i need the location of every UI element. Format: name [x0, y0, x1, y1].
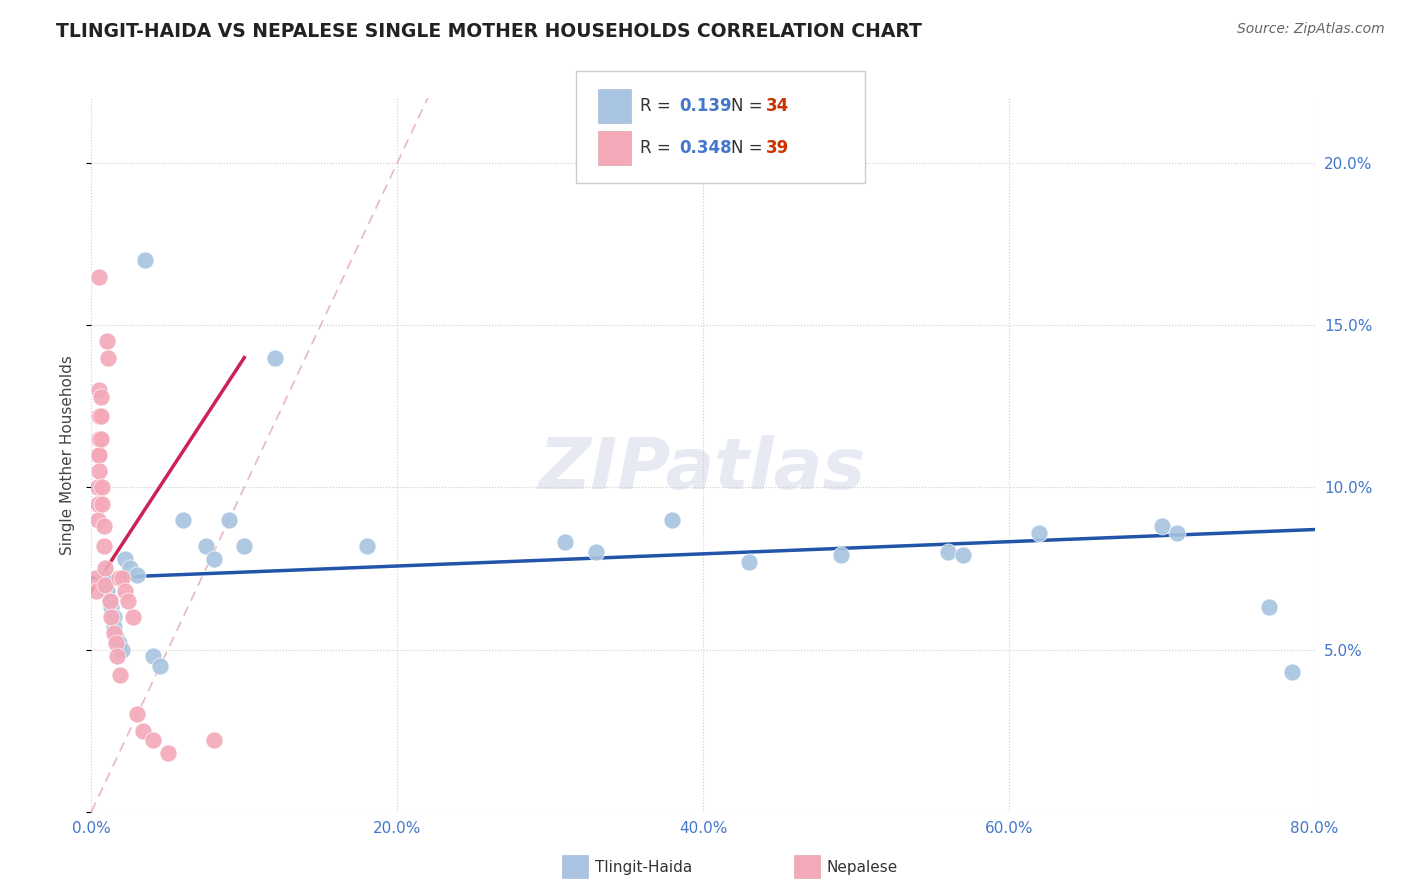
- Text: TLINGIT-HAIDA VS NEPALESE SINGLE MOTHER HOUSEHOLDS CORRELATION CHART: TLINGIT-HAIDA VS NEPALESE SINGLE MOTHER …: [56, 22, 922, 41]
- Text: Source: ZipAtlas.com: Source: ZipAtlas.com: [1237, 22, 1385, 37]
- Point: [202, 733, 225, 747]
- Point: [111, 642, 134, 657]
- Point: [830, 549, 852, 563]
- Point: [86, 513, 108, 527]
- Point: [114, 551, 136, 566]
- Point: [585, 545, 607, 559]
- Point: [103, 610, 125, 624]
- Point: [952, 549, 974, 563]
- Point: [87, 432, 110, 446]
- Point: [121, 610, 143, 624]
- Point: [110, 668, 132, 682]
- Point: [96, 334, 118, 349]
- Point: [356, 539, 378, 553]
- Point: [132, 723, 155, 738]
- Point: [100, 610, 122, 624]
- Point: [91, 497, 114, 511]
- Point: [90, 390, 112, 404]
- Point: [114, 584, 136, 599]
- Point: [661, 513, 683, 527]
- Point: [97, 351, 120, 365]
- Point: [104, 636, 127, 650]
- Point: [100, 600, 122, 615]
- Text: Nepalese: Nepalese: [827, 860, 898, 874]
- Point: [111, 571, 134, 585]
- Point: [86, 448, 108, 462]
- Point: [141, 733, 163, 747]
- Point: [87, 383, 110, 397]
- Point: [738, 555, 761, 569]
- Point: [141, 648, 163, 663]
- Text: 0.348: 0.348: [679, 139, 731, 157]
- Point: [108, 636, 131, 650]
- Point: [86, 480, 108, 494]
- Text: N =: N =: [731, 139, 768, 157]
- Point: [84, 571, 107, 585]
- Point: [1257, 600, 1279, 615]
- Text: 0.139: 0.139: [679, 97, 731, 115]
- Text: 34: 34: [766, 97, 790, 115]
- Point: [118, 561, 141, 575]
- Text: N =: N =: [731, 97, 768, 115]
- Point: [93, 571, 115, 585]
- Point: [149, 658, 172, 673]
- Point: [86, 497, 108, 511]
- Text: ZIPatlas: ZIPatlas: [540, 434, 866, 504]
- Point: [127, 707, 149, 722]
- Point: [1028, 525, 1050, 540]
- Point: [87, 409, 110, 423]
- Point: [218, 513, 240, 527]
- Point: [117, 594, 139, 608]
- Point: [108, 571, 131, 585]
- Text: R =: R =: [640, 97, 676, 115]
- Point: [554, 535, 576, 549]
- Point: [84, 584, 107, 599]
- Point: [98, 594, 121, 608]
- Point: [103, 620, 125, 634]
- Point: [90, 409, 112, 423]
- Point: [104, 630, 127, 644]
- Point: [87, 269, 110, 284]
- Point: [94, 577, 117, 591]
- Point: [91, 480, 114, 494]
- Text: Tlingit-Haida: Tlingit-Haida: [595, 860, 692, 874]
- Point: [87, 464, 110, 478]
- Text: R =: R =: [640, 139, 676, 157]
- Y-axis label: Single Mother Households: Single Mother Households: [59, 355, 75, 555]
- Point: [94, 561, 117, 575]
- Point: [93, 539, 115, 553]
- Point: [172, 513, 194, 527]
- Point: [90, 432, 112, 446]
- Point: [156, 747, 179, 761]
- Point: [93, 519, 115, 533]
- Point: [105, 648, 128, 663]
- Point: [195, 539, 218, 553]
- Point: [98, 594, 121, 608]
- Point: [103, 626, 125, 640]
- Point: [936, 545, 959, 559]
- Point: [233, 539, 256, 553]
- Point: [1150, 519, 1173, 533]
- Point: [127, 568, 149, 582]
- Point: [264, 351, 287, 365]
- Point: [96, 584, 118, 599]
- Point: [1281, 665, 1303, 680]
- Point: [134, 253, 156, 268]
- Point: [87, 448, 110, 462]
- Point: [202, 551, 225, 566]
- Text: 39: 39: [766, 139, 790, 157]
- Point: [1166, 525, 1188, 540]
